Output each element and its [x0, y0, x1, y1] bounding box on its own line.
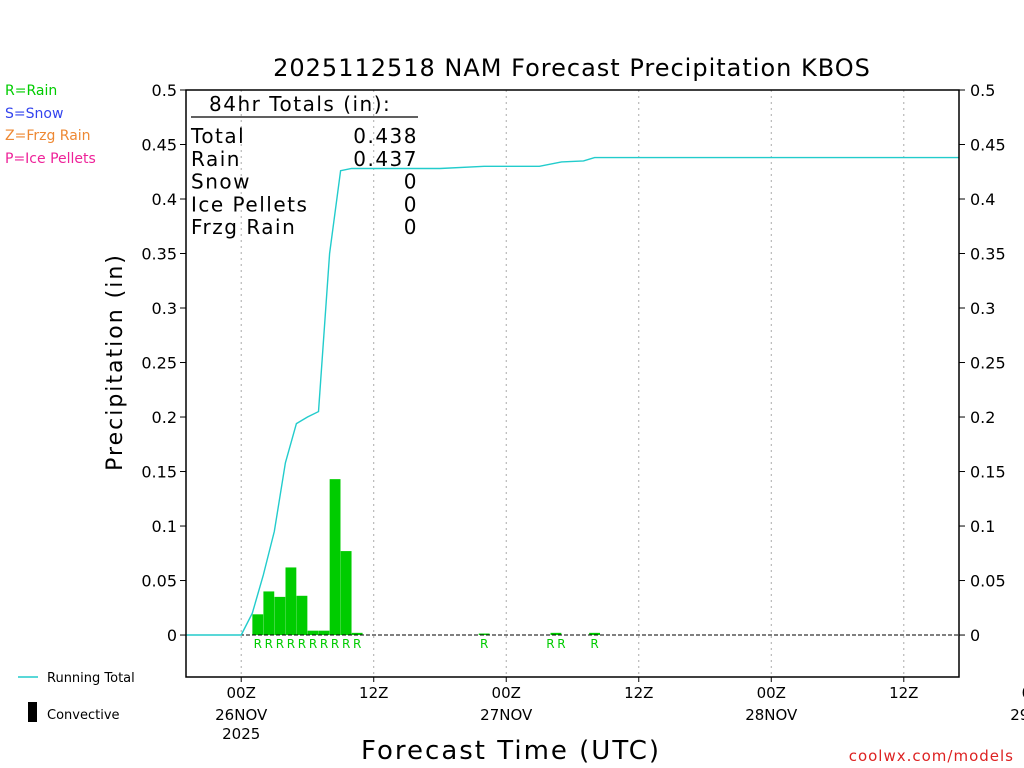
credit-text: coolwx.com/models	[849, 747, 1014, 765]
x-tick-label-3: 12Z	[624, 684, 653, 702]
x-tick-label-0: 00Z	[227, 684, 256, 702]
legend-convective: Convective	[47, 708, 120, 723]
precip-type-marker-4: R	[298, 637, 306, 651]
y-tick-label-left-5: 0.25	[141, 354, 177, 373]
totals-label-3: Ice Pellets	[191, 192, 308, 216]
precip-type-marker-0: R	[254, 637, 262, 651]
x-tick-date-0: 26NOV	[215, 706, 268, 724]
y-tick-label-left-6: 0.3	[152, 299, 177, 318]
totals-value-3: 0	[404, 192, 418, 216]
precip-type-marker-10: R	[480, 637, 488, 651]
legend-rain: R=Rain	[5, 83, 57, 99]
precip-bar-5	[307, 630, 319, 636]
x-tick-date-6: 29NOV	[1010, 706, 1024, 724]
y-tick-label-right-1: 0.05	[970, 572, 1006, 591]
running-total-group	[186, 156, 959, 636]
y-tick-label-right-8: 0.4	[970, 190, 995, 209]
precip-type-marker-13: R	[590, 637, 598, 651]
bars	[252, 479, 600, 636]
y-tick-label-left-4: 0.2	[152, 408, 177, 427]
precip-type-marker-9: R	[353, 637, 361, 651]
x-tick-label-1: 12Z	[359, 684, 388, 702]
precip-bar-11	[550, 632, 562, 636]
x-axis-label: Forecast Time (UTC)	[361, 736, 661, 766]
y-tick-label-left-2: 0.1	[152, 517, 177, 536]
precip-bar-9	[351, 632, 363, 636]
y-ticks-right: 0 0.05 0.1 0.15 0.2 0.25 0.3 0.35 0.4 0.45 0.5	[959, 81, 1006, 645]
totals-label-0: Total	[190, 124, 245, 148]
precip-bar-1	[263, 591, 275, 636]
y-tick-label-left-10: 0.5	[152, 81, 177, 100]
totals-label-2: Snow	[191, 170, 251, 194]
chart-title: 2025112518 NAM Forecast Precipitation KB…	[273, 54, 871, 82]
precip-bar-4	[296, 595, 308, 636]
running-total-line	[186, 156, 959, 636]
precip-bar-12	[589, 632, 600, 636]
totals-box: 84hr Totals (in): Total 0.438 Rain 0.437 Sno…	[190, 92, 418, 239]
plot-frame	[185, 89, 960, 678]
y-tick-label-left-8: 0.4	[152, 190, 177, 209]
precip-bar-8	[340, 551, 352, 636]
precip-bar-7	[329, 479, 341, 636]
totals-rows: Total 0.438 Rain 0.437 Snow 0 Ice Pellets 0 Frzg…	[190, 124, 418, 239]
y-tick-label-left-3: 0.15	[141, 463, 177, 482]
x-tick-label-4: 00Z	[757, 684, 786, 702]
y-tick-label-left-9: 0.45	[141, 136, 177, 155]
totals-value-1: 0.437	[353, 147, 418, 171]
precip-type-marker-6: R	[320, 637, 328, 651]
precip-type-marker-12: R	[557, 637, 565, 651]
legend-running-total: Running Total	[47, 671, 135, 686]
totals-value-2: 0	[404, 170, 418, 194]
precip-bar-2	[274, 596, 286, 636]
y-tick-label-right-4: 0.2	[970, 408, 995, 427]
legend-frzg-rain: Z=Frzg Rain	[5, 128, 91, 144]
totals-label-1: Rain	[191, 147, 241, 171]
totals-header: 84hr Totals (in):	[209, 92, 391, 116]
y-axis-label: Precipitation (in)	[103, 253, 128, 471]
y-tick-label-right-3: 0.15	[970, 463, 1006, 482]
precip-type-marker-1: R	[265, 637, 273, 651]
y-tick-label-right-2: 0.1	[970, 517, 995, 536]
precip-type-marker-5: R	[309, 637, 317, 651]
gridlines	[240, 90, 905, 677]
totals-label-4: Frzg Rain	[191, 215, 296, 239]
convective-legend-icon	[28, 702, 37, 722]
precip-type-marker-2: R	[276, 637, 284, 651]
x-tick-label-6: 00Z	[1022, 684, 1024, 702]
precip-type-marker-7: R	[331, 637, 339, 651]
precip-bar-10	[478, 633, 490, 636]
y-ticks-left: 0 0.05 0.1 0.15 0.2 0.25 0.3 0.35 0.4 0.45 0.5	[141, 81, 186, 645]
totals-value-0: 0.438	[353, 124, 418, 148]
y-tick-label-left-7: 0.35	[141, 245, 177, 264]
y-tick-label-left-0: 0	[167, 626, 177, 645]
x-tick-year-0: 2025	[222, 725, 260, 743]
precip-type-marker-3: R	[287, 637, 295, 651]
precip-bar-3	[285, 567, 297, 636]
y-tick-label-right-7: 0.35	[970, 245, 1006, 264]
x-tick-date-2: 27NOV	[480, 706, 533, 724]
y-tick-label-right-6: 0.3	[970, 299, 995, 318]
y-tick-label-right-5: 0.25	[970, 354, 1006, 373]
y-tick-label-left-1: 0.05	[141, 572, 177, 591]
y-tick-label-right-0: 0	[970, 626, 980, 645]
y-tick-label-right-9: 0.45	[970, 136, 1006, 155]
precip-bar-0	[252, 614, 264, 636]
totals-value-4: 0	[404, 215, 418, 239]
precip-type-marker-11: R	[546, 637, 554, 651]
legend-snow: S=Snow	[5, 106, 63, 122]
legend-ice-pellets: P=Ice Pellets	[5, 151, 96, 167]
precip-bar-6	[318, 630, 330, 636]
x-tick-label-5: 12Z	[889, 684, 918, 702]
x-tick-date-4: 28NOV	[745, 706, 798, 724]
precip-type-marker-8: R	[342, 637, 350, 651]
x-tick-label-2: 00Z	[492, 684, 521, 702]
y-tick-label-right-10: 0.5	[970, 81, 995, 100]
